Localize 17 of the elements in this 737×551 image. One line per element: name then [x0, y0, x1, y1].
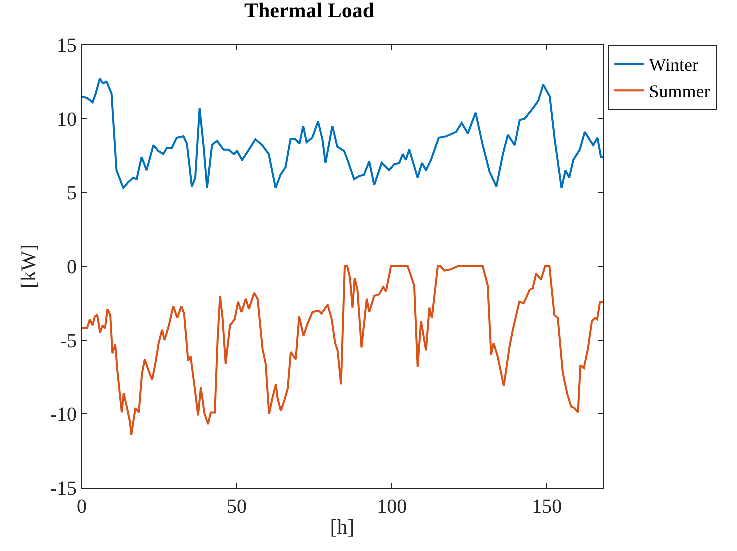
y-tick-label: 0 — [67, 256, 77, 278]
x-tick-label: 50 — [227, 496, 248, 518]
line-series — [82, 266, 603, 436]
line-series — [82, 78, 603, 190]
x-axis-title: [h] — [330, 515, 355, 540]
legend-label: Summer — [649, 82, 710, 102]
y-tick-label: -5 — [60, 330, 77, 352]
y-tick-label: 10 — [57, 108, 77, 131]
x-tick-label: 150 — [532, 496, 562, 518]
legend-label: Winter — [649, 55, 698, 76]
y-tick-label: -15 — [50, 478, 77, 500]
chart-title: Thermal Load — [244, 0, 375, 22]
y-tick-label: -10 — [50, 404, 77, 426]
y-axis-title: [kW] — [16, 244, 40, 289]
x-tick-label: 100 — [377, 496, 408, 518]
y-tick-label: 5 — [67, 182, 77, 205]
y-tick-label: 15 — [57, 35, 77, 57]
